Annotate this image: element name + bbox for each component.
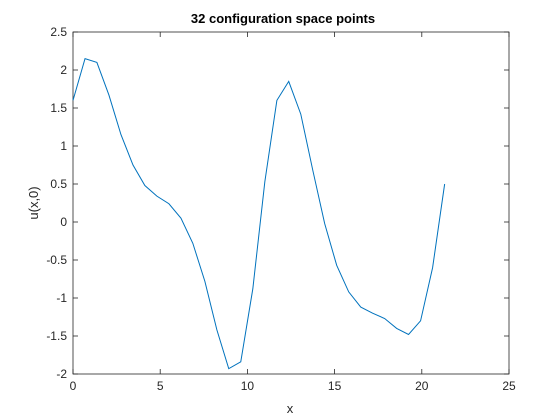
plot-area — [72, 31, 510, 375]
x-tick-label: 10 — [241, 379, 255, 393]
x-tick-label: 20 — [415, 379, 429, 393]
y-tick-label: 0 — [60, 215, 67, 229]
y-tick-label: 1 — [60, 139, 67, 153]
y-tick-label: -0.5 — [46, 253, 67, 267]
y-axis-label: u(x,0) — [26, 186, 41, 219]
x-tick-label: 15 — [328, 379, 342, 393]
y-tick-label: 2.5 — [50, 25, 67, 39]
y-tick-label: -2 — [56, 367, 67, 381]
x-tick-label: 5 — [157, 379, 164, 393]
y-axis-ticks: -2 -1.5 -1 -0.5 0 0.5 1 1.5 2 2.5 — [46, 25, 509, 381]
y-tick-label: 2 — [60, 63, 67, 77]
y-tick-label: -1.5 — [46, 329, 67, 343]
y-tick-label: 1.5 — [50, 101, 67, 115]
x-axis-label: x — [287, 401, 294, 416]
x-axis-ticks: 0 5 10 15 20 25 — [70, 32, 516, 393]
y-tick-label: -1 — [56, 291, 67, 305]
x-tick-label: 0 — [70, 379, 77, 393]
x-tick-label: 25 — [502, 379, 516, 393]
chart-title: 32 configuration space points — [191, 11, 375, 26]
y-tick-label: 0.5 — [50, 177, 67, 191]
data-series-line — [72, 57, 446, 370]
